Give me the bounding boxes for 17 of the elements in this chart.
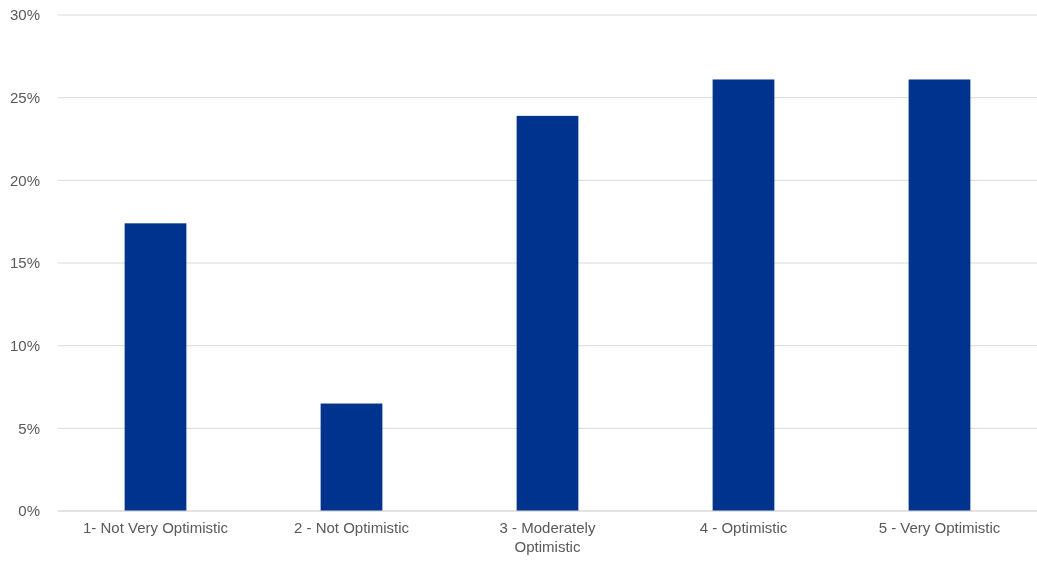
y-tick-label: 20%	[9, 171, 40, 189]
bar	[124, 223, 187, 511]
y-tick-label: 25%	[9, 88, 40, 106]
bar	[712, 79, 775, 511]
bar	[320, 403, 383, 511]
x-tick-label: 3 - Moderately Optimistic	[499, 519, 596, 555]
y-tick-label: 30%	[9, 6, 40, 24]
x-tick-label: 1- Not Very Optimistic	[82, 519, 229, 536]
x-tick-label: 5 - Very Optimistic	[878, 519, 1001, 536]
bar	[908, 79, 971, 511]
y-tick-label: 10%	[9, 336, 40, 354]
bar	[516, 115, 579, 511]
x-tick-label: 2 - Not Optimistic	[293, 519, 410, 536]
y-tick-label: 0%	[18, 502, 40, 520]
x-tick-label: 4 - Optimistic	[699, 519, 788, 536]
y-tick-label: 15%	[9, 254, 40, 272]
y-tick-label: 5%	[18, 419, 40, 437]
